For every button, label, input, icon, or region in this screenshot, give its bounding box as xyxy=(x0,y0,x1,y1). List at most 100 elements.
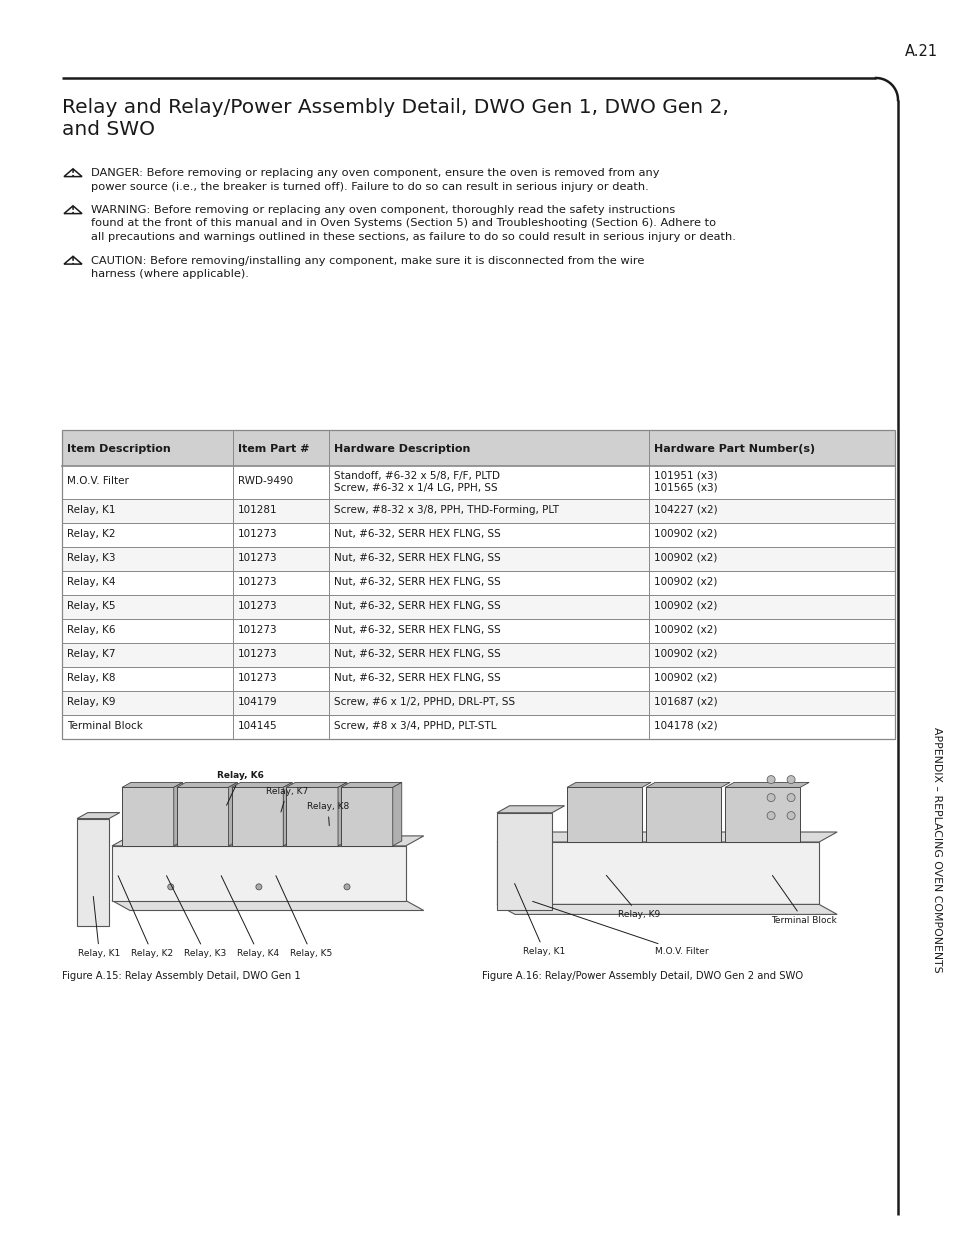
Circle shape xyxy=(786,811,794,820)
Text: M.O.V. Filter: M.O.V. Filter xyxy=(532,902,708,956)
Bar xyxy=(62,643,894,667)
Text: Relay, K7: Relay, K7 xyxy=(266,787,308,811)
Text: !: ! xyxy=(71,169,75,178)
Text: Relay, K1: Relay, K1 xyxy=(514,883,565,956)
Text: Nut, #6-32, SERR HEX FLNG, SS: Nut, #6-32, SERR HEX FLNG, SS xyxy=(334,625,499,635)
Text: M.O.V. Filter: M.O.V. Filter xyxy=(67,477,129,487)
Circle shape xyxy=(786,794,794,802)
Text: 101281: 101281 xyxy=(237,505,277,515)
Polygon shape xyxy=(112,836,423,846)
Text: Relay, K2: Relay, K2 xyxy=(67,529,115,538)
Circle shape xyxy=(766,794,774,802)
Bar xyxy=(232,788,283,846)
Text: Screw, #8-32 x 3/8, PPH, THD-Forming, PLT: Screw, #8-32 x 3/8, PPH, THD-Forming, PL… xyxy=(334,505,558,515)
Text: Terminal Block: Terminal Block xyxy=(67,721,143,731)
Text: Hardware Part Number(s): Hardware Part Number(s) xyxy=(654,445,815,454)
Polygon shape xyxy=(77,813,120,819)
Text: 100902 (x2): 100902 (x2) xyxy=(654,625,717,635)
Circle shape xyxy=(344,884,350,890)
Circle shape xyxy=(786,776,794,783)
Text: RWD-9490: RWD-9490 xyxy=(237,477,293,487)
Text: 101273: 101273 xyxy=(237,625,277,635)
Text: !: ! xyxy=(71,206,75,215)
Polygon shape xyxy=(340,783,401,788)
Text: Item Description: Item Description xyxy=(67,445,171,454)
Bar xyxy=(176,788,229,846)
Bar xyxy=(62,499,894,522)
Text: 100902 (x2): 100902 (x2) xyxy=(654,529,717,538)
Polygon shape xyxy=(566,783,650,788)
Bar xyxy=(62,430,894,466)
Text: 101273: 101273 xyxy=(237,553,277,563)
Bar xyxy=(724,788,800,842)
Text: Relay and Relay/Power Assembly Detail, DWO Gen 1, DWO Gen 2,: Relay and Relay/Power Assembly Detail, D… xyxy=(62,98,728,117)
Text: Item Part #: Item Part # xyxy=(237,445,309,454)
Polygon shape xyxy=(229,783,237,846)
Text: 101273: 101273 xyxy=(237,529,277,538)
Bar xyxy=(62,595,894,619)
Polygon shape xyxy=(645,783,729,788)
Text: 101273: 101273 xyxy=(237,650,277,659)
Bar xyxy=(62,522,894,547)
Bar xyxy=(497,842,819,904)
Text: Relay, K3: Relay, K3 xyxy=(167,876,227,958)
Text: Relay, K8: Relay, K8 xyxy=(307,803,349,825)
Text: 101273: 101273 xyxy=(237,673,277,683)
Text: and SWO: and SWO xyxy=(62,120,154,140)
Text: DANGER: Before removing or replacing any oven component, ensure the oven is remo: DANGER: Before removing or replacing any… xyxy=(91,168,659,178)
Text: Relay, K2: Relay, K2 xyxy=(118,876,173,958)
Text: Screw, #6-32 x 1/4 LG, PPH, SS: Screw, #6-32 x 1/4 LG, PPH, SS xyxy=(334,483,497,493)
Bar xyxy=(62,667,894,692)
Text: found at the front of this manual and in Oven Systems (Section 5) and Troublesho: found at the front of this manual and in… xyxy=(91,219,716,228)
Text: 101565 (x3): 101565 (x3) xyxy=(654,483,718,493)
Bar xyxy=(497,813,552,910)
Text: Standoff, #6-32 x 5/8, F/F, PLTD: Standoff, #6-32 x 5/8, F/F, PLTD xyxy=(334,471,499,480)
Circle shape xyxy=(766,811,774,820)
Polygon shape xyxy=(337,783,347,846)
Text: Relay, K5: Relay, K5 xyxy=(275,876,333,958)
Circle shape xyxy=(255,884,262,890)
Text: Nut, #6-32, SERR HEX FLNG, SS: Nut, #6-32, SERR HEX FLNG, SS xyxy=(334,650,499,659)
Text: Nut, #6-32, SERR HEX FLNG, SS: Nut, #6-32, SERR HEX FLNG, SS xyxy=(334,529,499,538)
Text: Relay, K3: Relay, K3 xyxy=(67,553,115,563)
Bar xyxy=(62,571,894,595)
Circle shape xyxy=(766,776,774,783)
Polygon shape xyxy=(286,783,347,788)
Polygon shape xyxy=(497,904,837,914)
Bar xyxy=(62,715,894,739)
Polygon shape xyxy=(112,900,423,910)
Text: 101273: 101273 xyxy=(237,577,277,587)
Text: Terminal Block: Terminal Block xyxy=(770,876,836,925)
Text: Relay, K6: Relay, K6 xyxy=(67,625,115,635)
Text: Figure A.16: Relay/Power Assembly Detail, DWO Gen 2 and SWO: Figure A.16: Relay/Power Assembly Detail… xyxy=(481,971,802,981)
Text: Relay, K9: Relay, K9 xyxy=(67,697,115,706)
Bar xyxy=(62,430,894,739)
Text: WARNING: Before removing or replacing any oven component, thoroughly read the sa: WARNING: Before removing or replacing an… xyxy=(91,205,675,215)
Text: 104227 (x2): 104227 (x2) xyxy=(654,505,718,515)
Bar xyxy=(62,547,894,571)
Text: 100902 (x2): 100902 (x2) xyxy=(654,553,717,563)
Text: Relay, K4: Relay, K4 xyxy=(67,577,115,587)
Polygon shape xyxy=(283,783,292,846)
Text: 100902 (x2): 100902 (x2) xyxy=(654,673,717,683)
Polygon shape xyxy=(176,783,237,788)
Text: 104145: 104145 xyxy=(237,721,277,731)
Text: 100902 (x2): 100902 (x2) xyxy=(654,577,717,587)
Text: Figure A.15: Relay Assembly Detail, DWO Gen 1: Figure A.15: Relay Assembly Detail, DWO … xyxy=(62,971,300,981)
Polygon shape xyxy=(497,832,837,842)
Text: Relay, K9: Relay, K9 xyxy=(606,876,659,919)
Polygon shape xyxy=(173,783,183,846)
Polygon shape xyxy=(724,783,808,788)
Text: Screw, #8 x 3/4, PPHD, PLT-STL: Screw, #8 x 3/4, PPHD, PLT-STL xyxy=(334,721,496,731)
Bar xyxy=(645,788,720,842)
Bar xyxy=(112,846,405,900)
Text: APPENDIX – REPLACING OVEN COMPONENTS: APPENDIX – REPLACING OVEN COMPONENTS xyxy=(931,727,941,973)
Text: Screw, #6 x 1/2, PPHD, DRL-PT, SS: Screw, #6 x 1/2, PPHD, DRL-PT, SS xyxy=(334,697,515,706)
Text: all precautions and warnings outlined in these sections, as failure to do so cou: all precautions and warnings outlined in… xyxy=(91,232,735,242)
Bar xyxy=(340,788,393,846)
Text: CAUTION: Before removing/installing any component, make sure it is disconnected : CAUTION: Before removing/installing any … xyxy=(91,256,643,266)
Text: Nut, #6-32, SERR HEX FLNG, SS: Nut, #6-32, SERR HEX FLNG, SS xyxy=(334,673,499,683)
Polygon shape xyxy=(497,805,564,813)
Text: 100902 (x2): 100902 (x2) xyxy=(654,601,717,611)
Text: 104179: 104179 xyxy=(237,697,277,706)
